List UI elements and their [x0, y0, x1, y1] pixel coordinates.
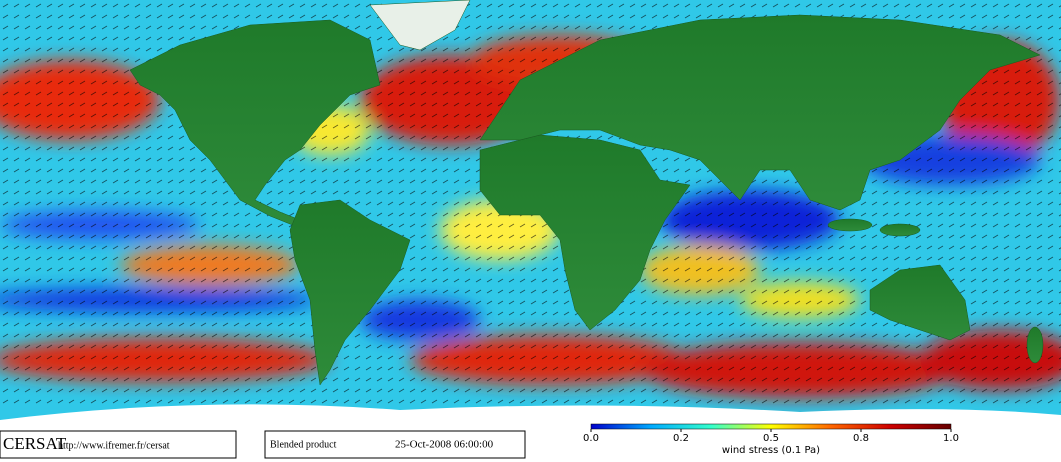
colorbar: 0.0 0.2 0.5 0.8 1.0	[583, 423, 959, 444]
colorbar-tick-label: 0.5	[763, 433, 779, 444]
north-america	[129, 19, 381, 227]
colorbar-tick-label: 0.2	[673, 433, 689, 444]
africa	[479, 134, 691, 331]
south-america	[289, 199, 411, 386]
indonesia	[879, 223, 921, 237]
date: 25-Oct-2008 06:00:00	[395, 439, 494, 451]
colorbar-tick-label: 0.8	[853, 433, 869, 444]
greenland	[369, 0, 471, 51]
new-zealand	[1026, 326, 1044, 364]
colorbar-tick-label: 1.0	[943, 433, 959, 444]
colorbar-tick-label: 0.0	[583, 433, 599, 444]
indonesia	[827, 218, 873, 232]
product: Blended product	[270, 439, 337, 450]
australia	[869, 264, 971, 341]
logo: CERSAT	[3, 434, 67, 453]
footer-box	[0, 430, 237, 459]
colorbar-ramp	[590, 423, 952, 430]
colorbar-label: wind stress (0.1 Pa)	[722, 445, 820, 456]
url: http://www.ifremer.fr/cersat	[58, 440, 170, 451]
footer-box	[264, 430, 526, 459]
eurasia	[479, 14, 1041, 211]
